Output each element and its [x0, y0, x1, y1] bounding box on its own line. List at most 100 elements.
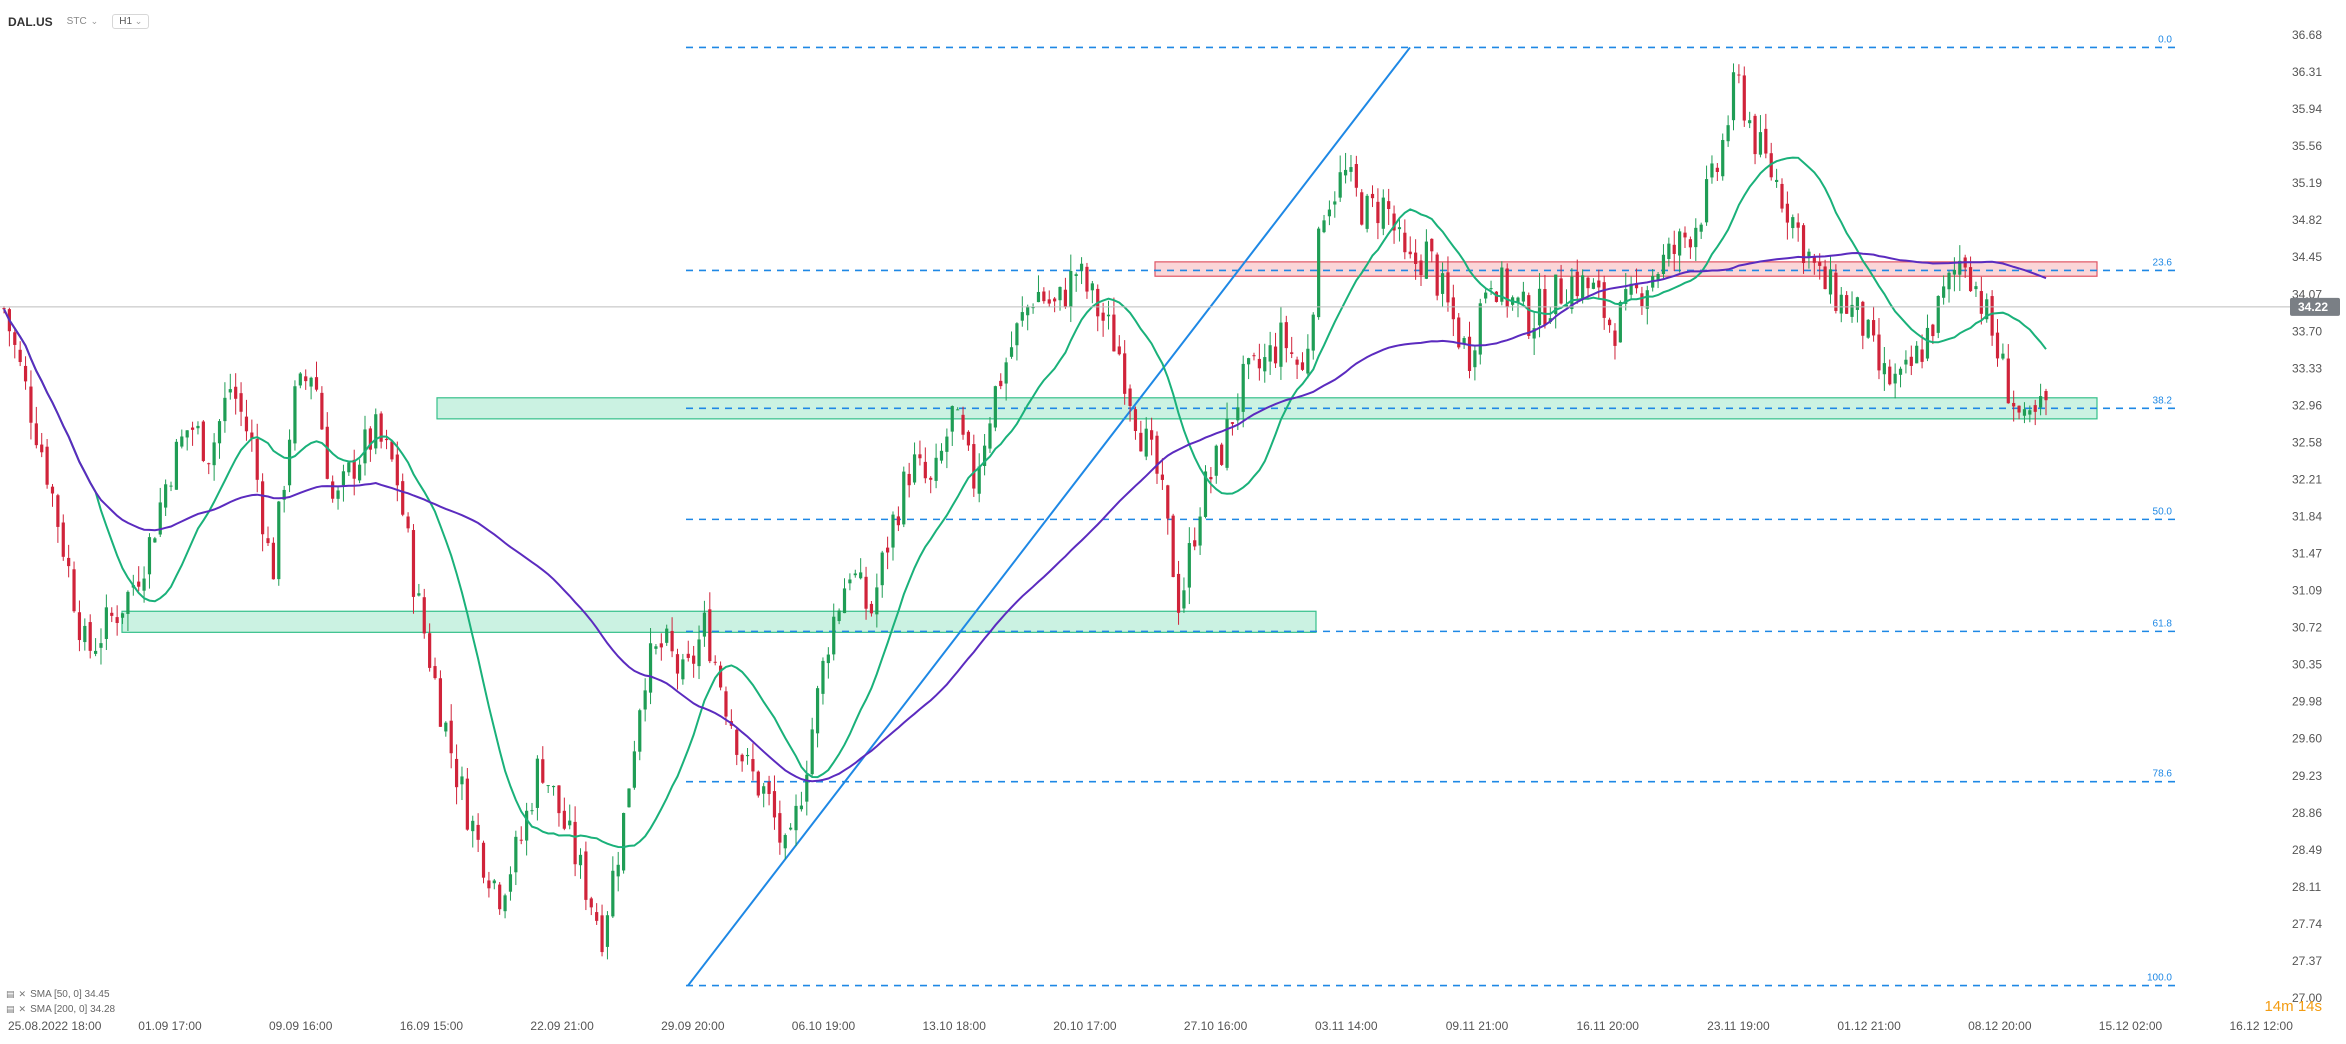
candle-body [514, 836, 518, 873]
candle-body [541, 759, 545, 783]
candle-body [438, 678, 443, 727]
candle-body [1236, 407, 1240, 421]
candle-body [1058, 286, 1062, 301]
candle-body [1440, 273, 1445, 294]
candle-body [724, 691, 728, 717]
y-tick-label: 35.19 [2292, 176, 2322, 190]
candle-body [153, 538, 157, 543]
y-tick-label: 36.68 [2292, 28, 2322, 42]
price-axis: 36.68 36.31 35.94 35.56 35.19 34.82 34.45 34.07… [2292, 28, 2322, 1005]
candle-body [562, 810, 566, 829]
candle-body [180, 436, 184, 447]
candle-body [45, 446, 49, 485]
legend-item-sma200[interactable]: ▤ ✕ SMA [200, 0] 34.28 [6, 1002, 115, 1017]
candle-body [1349, 167, 1353, 172]
candle-body [1203, 471, 1208, 517]
candle-body [1737, 74, 1741, 76]
candle-body [72, 569, 76, 612]
candle-body [745, 754, 750, 757]
current-price-marker: 34.22 [0, 297, 2340, 316]
candle-body [896, 516, 900, 526]
close-icon[interactable]: ✕ [18, 1004, 27, 1014]
candle-body [902, 471, 906, 525]
candle-body [503, 895, 507, 912]
timeframe-label: H1 [119, 16, 133, 27]
candle-body [2, 308, 6, 310]
candle-body [1758, 132, 1763, 155]
candle-body [1473, 350, 1477, 368]
candle-body [762, 786, 766, 794]
candle-body [67, 557, 71, 567]
candle-body [1252, 355, 1256, 357]
candle-body [1176, 573, 1181, 613]
candle-body [271, 542, 275, 580]
y-tick-label: 35.94 [2292, 102, 2322, 116]
candle-body [401, 481, 405, 515]
candle-body [934, 457, 938, 481]
candle-body [692, 655, 696, 664]
candle-body [126, 591, 130, 614]
y-tick-label: 29.23 [2292, 769, 2322, 783]
candle-body [783, 835, 787, 849]
candle-body [1554, 274, 1558, 315]
x-tick-label: 22.09 21:00 [530, 1019, 594, 1033]
candle-body [1155, 435, 1159, 474]
candle-body [1370, 193, 1375, 199]
symbol-label[interactable]: DAL.US [8, 14, 53, 29]
legend-item-sma50[interactable]: ▤ ✕ SMA [50, 0] 34.45 [6, 987, 115, 1002]
candle-body [1354, 164, 1358, 188]
candle-body [1812, 256, 1816, 263]
candle-body [56, 495, 60, 527]
candle-body [1284, 322, 1288, 349]
candle-body [1198, 516, 1202, 546]
candle-body [799, 805, 804, 810]
close-icon[interactable]: ✕ [18, 989, 27, 999]
x-tick-label: 09.11 21:00 [1446, 1019, 1509, 1033]
candle-body [810, 729, 814, 775]
candle-body [1952, 269, 1957, 275]
y-tick-label: 34.07 [2292, 287, 2322, 301]
sma-50-line [3, 156, 2047, 849]
candle-body [546, 785, 550, 787]
session-selector[interactable]: STC ⌄ [67, 16, 99, 27]
x-tick-label: 13.10 18:00 [922, 1019, 986, 1033]
candle-body [1392, 213, 1396, 231]
candle-body [1968, 267, 1973, 292]
candle-body [1290, 352, 1294, 354]
candle-body [1505, 268, 1509, 307]
candle-body [605, 915, 610, 947]
candle-body [1904, 359, 1908, 365]
candle-body [1446, 272, 1450, 303]
session-label: STC [66, 16, 87, 27]
y-tick-label: 27.74 [2292, 917, 2322, 931]
candle-body [1688, 239, 1693, 248]
candle-body [1796, 222, 1800, 228]
candle-body [1112, 314, 1116, 352]
candle-body [1376, 201, 1380, 224]
candle-body [1699, 224, 1703, 232]
fib-level-label: 50.0 [2153, 506, 2173, 517]
candle-body [331, 481, 335, 499]
candle-body [1990, 296, 1994, 336]
x-tick-label: 23.11 19:00 [1707, 1019, 1770, 1033]
candle-body [794, 805, 798, 831]
candle-body [1721, 139, 1725, 177]
candle-body [815, 688, 820, 734]
candle-body [320, 392, 324, 430]
settings-icon[interactable]: ▤ [6, 989, 15, 999]
y-tick-label: 35.56 [2292, 139, 2322, 153]
candle-body [1597, 280, 1601, 288]
candle-body [433, 666, 437, 679]
candle-body [2012, 402, 2016, 407]
candle-body [341, 471, 346, 486]
candle-body [1683, 232, 1687, 238]
timeframe-selector[interactable]: H1 ⌄ [112, 14, 150, 29]
candle-body [999, 380, 1003, 387]
x-tick-label: 16.12 12:00 [2229, 1019, 2293, 1033]
candle-body [1360, 192, 1364, 225]
settings-icon[interactable]: ▤ [6, 1004, 15, 1014]
fib-level-label: 0.0 [2158, 34, 2172, 45]
candle-body [1801, 225, 1806, 264]
